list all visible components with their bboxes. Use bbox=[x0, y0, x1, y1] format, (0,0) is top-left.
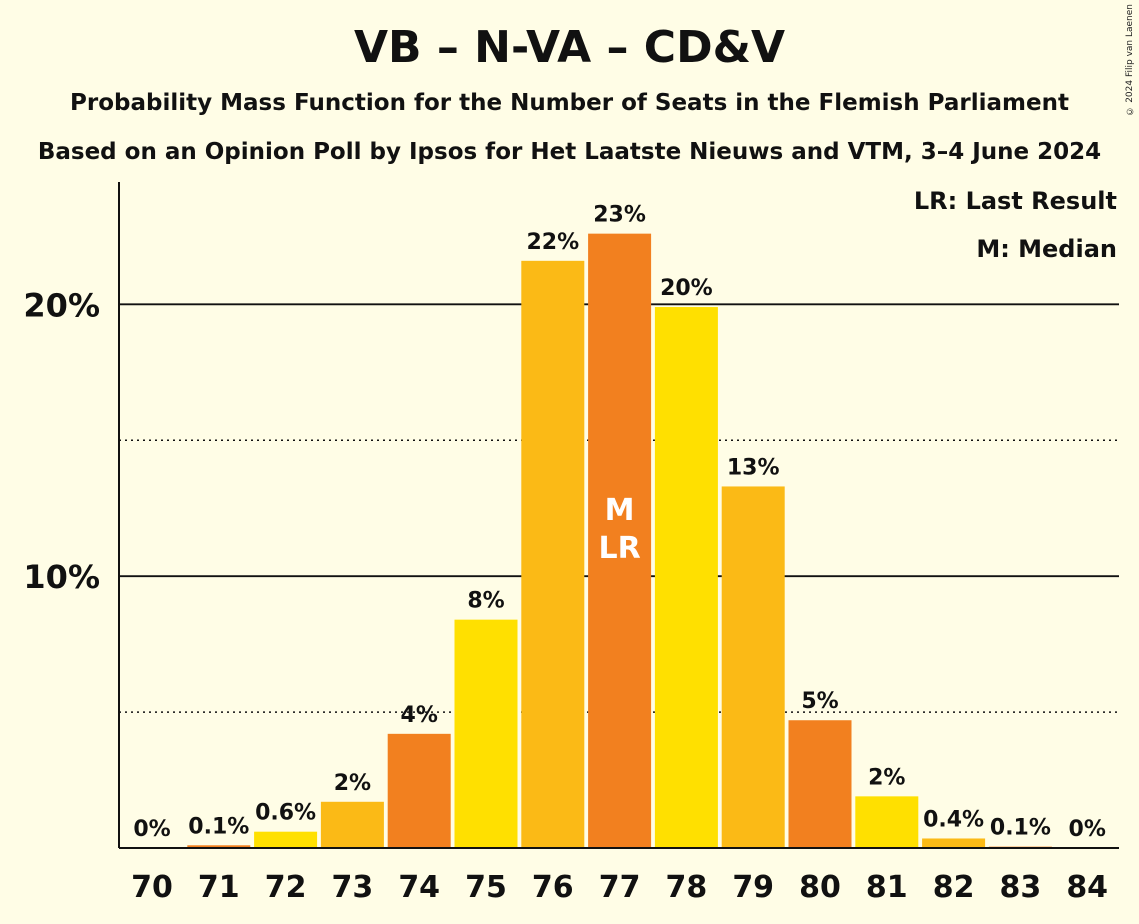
x-axis-ticks: 70 71 72 73 74 75 76 77 78 79 80 81 82 83 84 bbox=[131, 870, 1108, 905]
data-label-70: 0% bbox=[133, 817, 170, 842]
x-tick-77: 77 bbox=[599, 870, 641, 905]
bar-labels: 0% 0.1%0.6%2%4%8%22%23%20%13%5%2%0.4% 0.1%… bbox=[133, 203, 1106, 842]
y-axis-ticks: 10% 20% bbox=[23, 286, 100, 596]
x-tick-76: 76 bbox=[532, 870, 574, 905]
bar-81 bbox=[855, 796, 919, 848]
bar-72 bbox=[254, 831, 318, 848]
legend-median: M: Median bbox=[976, 235, 1117, 263]
data-label-77: 23% bbox=[593, 203, 646, 228]
chart-source-line: Based on an Opinion Poll by Ipsos for He… bbox=[37, 139, 1102, 165]
data-label-74: 4% bbox=[401, 703, 438, 728]
bar-75 bbox=[454, 619, 518, 848]
chart-title: VB – N-VA – CD&V bbox=[353, 22, 786, 73]
x-tick-81: 81 bbox=[866, 870, 908, 905]
bar-71 bbox=[187, 845, 251, 848]
x-tick-72: 72 bbox=[265, 870, 307, 905]
data-label-76: 22% bbox=[526, 230, 579, 255]
data-label-73: 2% bbox=[334, 771, 371, 796]
median-marker: M bbox=[605, 493, 635, 528]
x-tick-73: 73 bbox=[332, 870, 374, 905]
chart-subtitle: Probability Mass Function for the Number… bbox=[70, 90, 1069, 116]
x-tick-74: 74 bbox=[398, 870, 440, 905]
last-result-marker: LR bbox=[598, 531, 640, 566]
data-label-81: 2% bbox=[868, 765, 905, 790]
x-tick-79: 79 bbox=[732, 870, 774, 905]
bar-80 bbox=[788, 720, 852, 848]
data-label-83: 0.1% bbox=[990, 816, 1051, 841]
bars bbox=[187, 233, 1052, 848]
data-label-79: 13% bbox=[727, 455, 780, 480]
data-label-80: 5% bbox=[801, 689, 838, 714]
y-tick-20: 20% bbox=[23, 286, 100, 324]
x-tick-70: 70 bbox=[131, 870, 173, 905]
bar-82 bbox=[922, 838, 986, 848]
data-label-78: 20% bbox=[660, 276, 713, 301]
x-tick-80: 80 bbox=[799, 870, 841, 905]
data-label-84: 0% bbox=[1069, 817, 1106, 842]
x-tick-75: 75 bbox=[465, 870, 507, 905]
data-label-71: 0.1% bbox=[188, 814, 249, 839]
x-tick-71: 71 bbox=[198, 870, 240, 905]
data-label-82: 0.4% bbox=[923, 807, 984, 832]
bar-78 bbox=[654, 307, 718, 848]
x-tick-84: 84 bbox=[1066, 870, 1108, 905]
bar-77 bbox=[588, 233, 652, 848]
legend-last-result: LR: Last Result bbox=[914, 187, 1117, 215]
bar-74 bbox=[387, 733, 451, 848]
data-label-72: 0.6% bbox=[255, 801, 316, 826]
bar-79 bbox=[721, 486, 785, 848]
x-tick-78: 78 bbox=[666, 870, 708, 905]
bar-73 bbox=[320, 801, 384, 848]
bar-76 bbox=[521, 260, 585, 848]
x-tick-82: 82 bbox=[933, 870, 975, 905]
data-label-75: 8% bbox=[467, 589, 504, 614]
y-tick-10: 10% bbox=[23, 558, 100, 596]
x-tick-83: 83 bbox=[1000, 870, 1042, 905]
